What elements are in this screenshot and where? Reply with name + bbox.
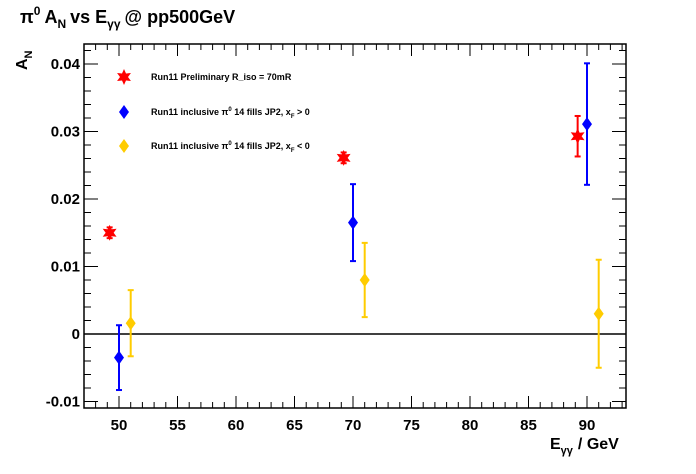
legend-entry-1: Run11 Preliminary R_iso = 70mR: [151, 72, 292, 82]
legend-entry-3: Run11 inclusive π0 14 fills JP2, xF < 0: [151, 141, 310, 154]
data-point-series-2: [582, 117, 592, 132]
data-point-series-3: [359, 273, 370, 287]
legend-marker-2: [119, 105, 129, 119]
tick-labels: 50 55 60 65 70 75 80 85 90 -0.01 0 0.01 0.02 0.03 0.04: [46, 56, 596, 434]
data-layer: [102, 62, 604, 392]
data-point-series-1: [102, 224, 117, 241]
data-point-series-1: [570, 128, 585, 145]
legend-entry-2: Run11 inclusive π0 14 fills JP2, xF > 0: [151, 107, 310, 120]
y-tick-label: 0.01: [51, 259, 80, 276]
chart-title: π0 AN vs Eγγ @ pp500GeV: [20, 4, 235, 31]
y-tick-label: 0.02: [51, 191, 80, 208]
data-point-series-3: [125, 316, 136, 331]
x-tick-label: 60: [228, 417, 245, 434]
x-tick-label: 75: [403, 417, 420, 434]
legend-markers: [117, 69, 131, 153]
x-tick-label: 85: [520, 417, 537, 434]
x-tick-label: 80: [462, 417, 479, 434]
x-tick-label: 90: [579, 417, 596, 434]
y-tick-label: 0.03: [51, 124, 80, 141]
legend-marker-3: [119, 139, 129, 153]
y-tick-label: 0: [72, 326, 80, 343]
x-axis-label: Eγγ / GeV: [550, 436, 619, 457]
data-point-series-3: [593, 306, 604, 321]
x-tick-label: 70: [345, 417, 362, 434]
x-tick-label: 65: [286, 417, 303, 434]
data-point-series-2: [114, 350, 124, 365]
y-tick-label: 0.04: [51, 56, 81, 73]
x-tick-label: 55: [169, 417, 186, 434]
legend: Run11 Preliminary R_iso = 70mR Run11 inc…: [117, 69, 310, 154]
data-point-series-1: [336, 149, 351, 166]
data-point-series-2: [348, 215, 358, 230]
y-tick-label: -0.01: [46, 394, 80, 411]
legend-marker-1: [117, 69, 131, 85]
x-tick-label: 50: [111, 417, 128, 434]
y-axis-label: AN: [14, 50, 35, 70]
axis-ticks: [84, 44, 626, 408]
